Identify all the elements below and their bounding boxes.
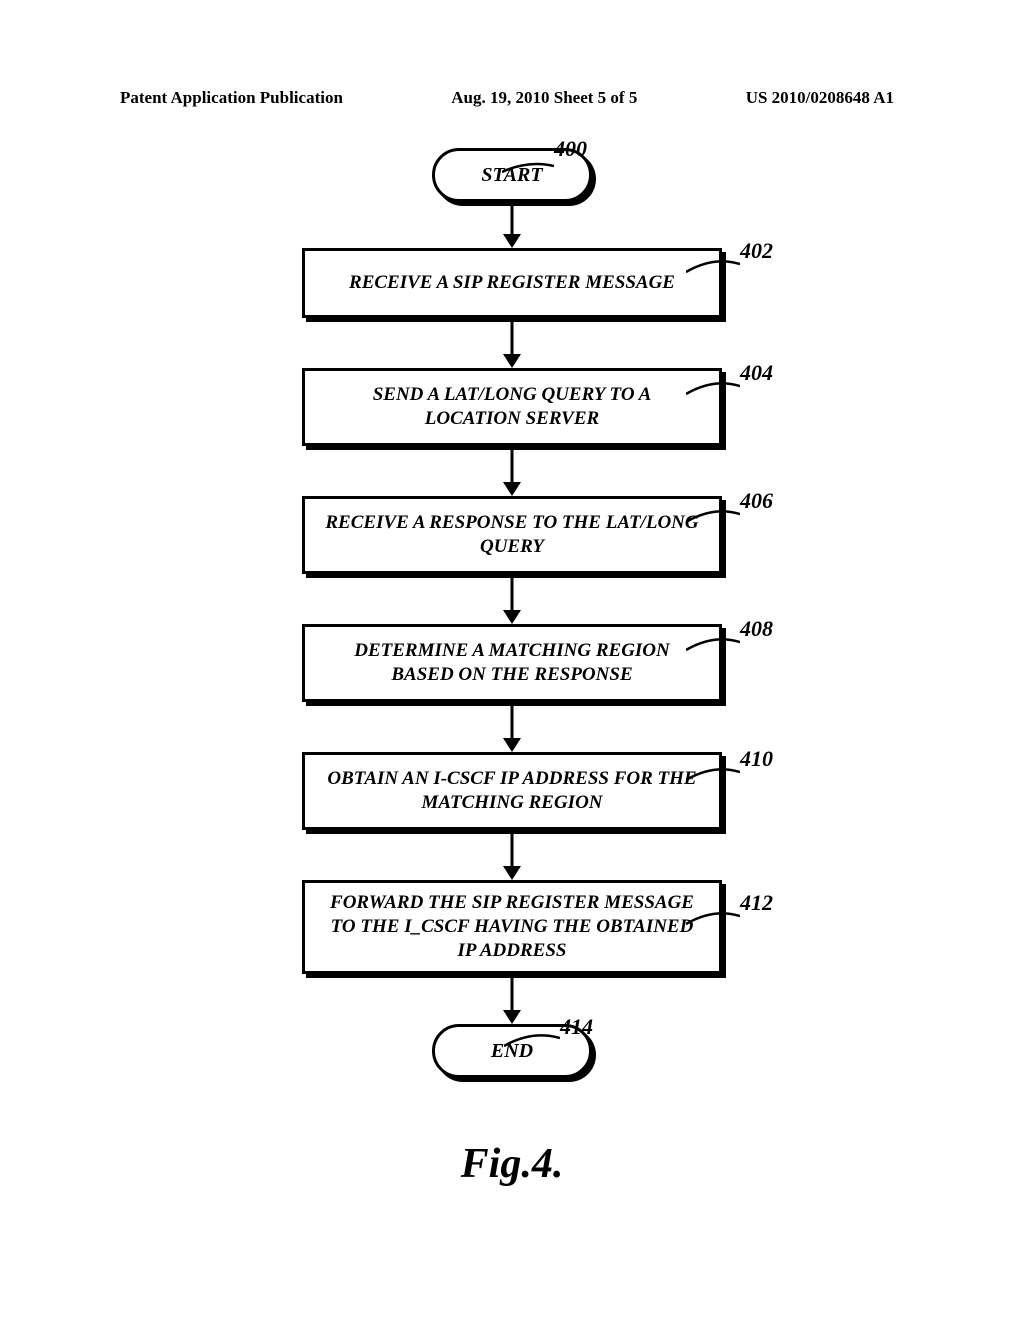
node-step-404-label: SEND A LAT/LONG QUERY TO A LOCATION SERV… <box>325 383 699 431</box>
node-step-402-label: RECEIVE A SIP REGISTER MESSAGE <box>349 271 675 295</box>
node-step-412-label: FORWARD THE SIP REGISTER MESSAGE TO THE … <box>325 891 699 962</box>
leader-412 <box>686 910 740 930</box>
arrow-6 <box>500 978 524 1024</box>
ref-400: 400 <box>554 136 587 162</box>
flowchart-diagram: START 400 RECEIVE A SIP REGISTER MESSAGE… <box>0 130 1024 1190</box>
arrow-4 <box>500 706 524 752</box>
node-step-404: SEND A LAT/LONG QUERY TO A LOCATION SERV… <box>302 368 722 446</box>
arrow-2 <box>500 450 524 496</box>
node-step-408-label: DETERMINE A MATCHING REGION BASED ON THE… <box>325 639 699 687</box>
ref-402: 402 <box>740 238 773 264</box>
arrow-5 <box>500 834 524 880</box>
leader-402 <box>686 258 740 278</box>
figure-caption: Fig.4. <box>461 1140 564 1188</box>
ref-410: 410 <box>740 746 773 772</box>
ref-404: 404 <box>740 360 773 386</box>
node-step-402: RECEIVE A SIP REGISTER MESSAGE <box>302 248 722 318</box>
ref-412: 412 <box>740 890 773 916</box>
header-center: Aug. 19, 2010 Sheet 5 of 5 <box>451 88 637 108</box>
header-right: US 2010/0208648 A1 <box>746 88 894 108</box>
leader-410 <box>686 766 740 786</box>
node-step-412: FORWARD THE SIP REGISTER MESSAGE TO THE … <box>302 880 722 974</box>
page-header: Patent Application Publication Aug. 19, … <box>0 88 1024 108</box>
ref-406: 406 <box>740 488 773 514</box>
node-step-410: OBTAIN AN I-CSCF IP ADDRESS FOR THE MATC… <box>302 752 722 830</box>
node-step-408: DETERMINE A MATCHING REGION BASED ON THE… <box>302 624 722 702</box>
leader-400 <box>502 162 554 180</box>
node-step-406-label: RECEIVE A RESPONSE TO THE LAT/LONG QUERY <box>325 511 699 559</box>
ref-408: 408 <box>740 616 773 642</box>
arrow-1 <box>500 322 524 368</box>
arrow-0 <box>500 202 524 248</box>
node-step-406: RECEIVE A RESPONSE TO THE LAT/LONG QUERY <box>302 496 722 574</box>
node-step-410-label: OBTAIN AN I-CSCF IP ADDRESS FOR THE MATC… <box>325 767 699 815</box>
leader-404 <box>686 380 740 400</box>
arrow-3 <box>500 578 524 624</box>
leader-414 <box>504 1032 560 1052</box>
leader-408 <box>686 636 740 656</box>
ref-414: 414 <box>560 1014 593 1040</box>
header-left: Patent Application Publication <box>120 88 343 108</box>
leader-406 <box>686 508 740 528</box>
